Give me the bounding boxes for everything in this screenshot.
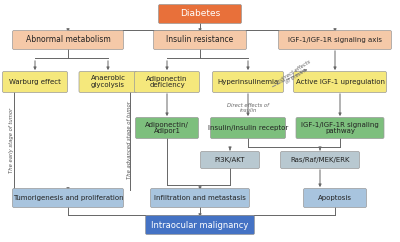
Text: Infiltration and metastasis: Infiltration and metastasis xyxy=(154,195,246,201)
Text: IGF-1/IGF-1R signaling
pathway: IGF-1/IGF-1R signaling pathway xyxy=(301,121,379,135)
Text: Indirect effects
of insulin: Indirect effects of insulin xyxy=(276,59,314,89)
Text: IGF-1/IGF-1R signaling axis: IGF-1/IGF-1R signaling axis xyxy=(288,37,382,43)
Text: Insulin/insulin receptor: Insulin/insulin receptor xyxy=(208,125,288,131)
Text: Apoptosis: Apoptosis xyxy=(318,195,352,201)
FancyBboxPatch shape xyxy=(136,118,198,138)
FancyBboxPatch shape xyxy=(146,215,254,234)
Text: Active IGF-1 upregulation: Active IGF-1 upregulation xyxy=(296,79,384,85)
FancyBboxPatch shape xyxy=(296,118,384,138)
FancyBboxPatch shape xyxy=(210,118,286,138)
FancyBboxPatch shape xyxy=(134,71,200,92)
Text: PI3K/AKT: PI3K/AKT xyxy=(215,157,245,163)
FancyBboxPatch shape xyxy=(212,71,284,92)
FancyBboxPatch shape xyxy=(12,189,124,207)
FancyBboxPatch shape xyxy=(150,189,250,207)
FancyBboxPatch shape xyxy=(154,30,246,50)
Text: Diabetes: Diabetes xyxy=(180,9,220,18)
Text: Tumorigenesis and proliferation: Tumorigenesis and proliferation xyxy=(13,195,123,201)
Text: Warburg effect: Warburg effect xyxy=(9,79,61,85)
Text: Anaerobic
glycolysis: Anaerobic glycolysis xyxy=(90,76,126,89)
Text: Hyperinsulinemia: Hyperinsulinemia xyxy=(217,79,279,85)
Text: The advanced stage of tumor: The advanced stage of tumor xyxy=(128,101,132,179)
FancyBboxPatch shape xyxy=(304,189,366,207)
Text: Direct effects of
insulin: Direct effects of insulin xyxy=(227,103,269,113)
Text: Abnormal metabolism: Abnormal metabolism xyxy=(26,36,110,45)
FancyBboxPatch shape xyxy=(79,71,137,92)
FancyBboxPatch shape xyxy=(2,71,68,92)
Text: Ras/Raf/MEK/ERK: Ras/Raf/MEK/ERK xyxy=(290,157,350,163)
FancyBboxPatch shape xyxy=(12,30,124,50)
Text: Intraocular malignancy: Intraocular malignancy xyxy=(151,220,249,229)
FancyBboxPatch shape xyxy=(278,30,392,50)
Text: Adiponectin
deficiency: Adiponectin deficiency xyxy=(146,76,188,89)
FancyBboxPatch shape xyxy=(158,5,242,23)
Text: Adiponectin/
Adipor1: Adiponectin/ Adipor1 xyxy=(145,121,189,135)
Text: Insulin resistance: Insulin resistance xyxy=(166,36,234,45)
Text: The early stage of tumor: The early stage of tumor xyxy=(10,107,14,173)
FancyBboxPatch shape xyxy=(294,71,386,92)
FancyBboxPatch shape xyxy=(280,151,360,168)
FancyBboxPatch shape xyxy=(200,151,260,168)
